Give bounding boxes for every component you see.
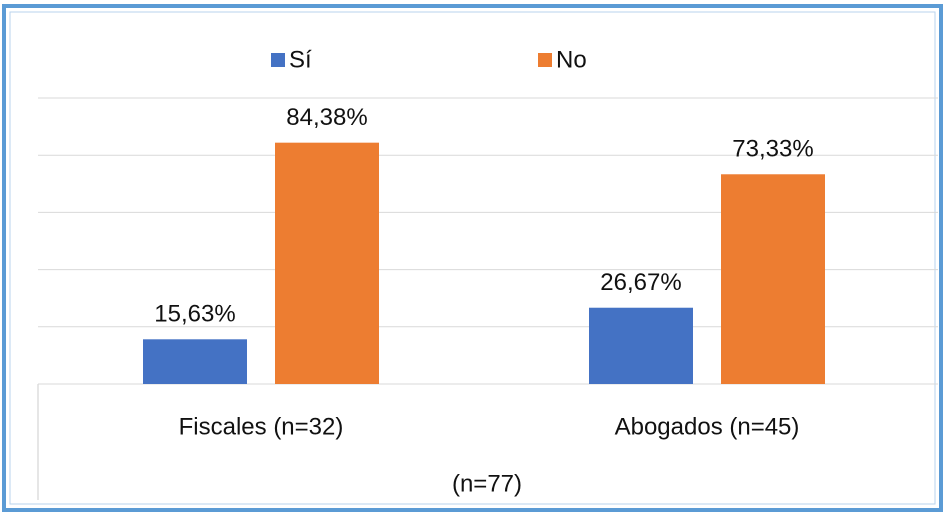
legend-label: Sí [289, 46, 312, 73]
bar [589, 308, 693, 384]
x-tick-label: Fiscales (n=32) [179, 413, 344, 440]
data-label: 26,67% [600, 269, 681, 296]
x-tick-label: Abogados (n=45) [615, 413, 800, 440]
bar [143, 339, 247, 384]
legend-label: No [556, 46, 587, 73]
x-axis-label: (n=77) [452, 470, 522, 497]
legend-swatch [538, 53, 552, 67]
legend-swatch [271, 53, 285, 67]
data-label: 15,63% [154, 301, 235, 328]
data-label: 84,38% [286, 104, 367, 131]
bar [275, 143, 379, 384]
chart: (n=77) Sí No Fiscales (n=32) 15,63% 84,38% Ab… [0, 0, 947, 518]
bar [721, 174, 825, 384]
data-label: 73,33% [732, 136, 813, 163]
